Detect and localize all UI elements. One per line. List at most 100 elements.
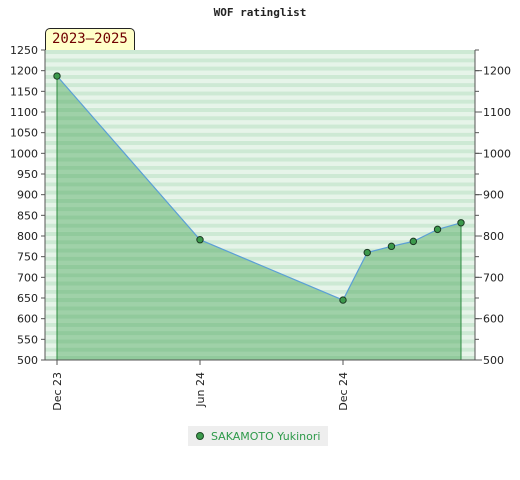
background-band [45, 62, 475, 67]
data-point-0 [53, 72, 61, 80]
series-area [57, 76, 461, 360]
background-band [45, 335, 475, 340]
background-band [45, 343, 475, 348]
background-band [45, 66, 475, 71]
data-point-5 [409, 237, 418, 246]
y-tick-label-left: 1050 [10, 127, 38, 140]
background-band [45, 273, 475, 278]
legend[interactable]: SAKAMOTO Yukinori [188, 426, 329, 446]
y-tick-label-left: 1000 [10, 147, 38, 160]
background-band [45, 207, 475, 212]
y-tick-label-right: 900 [483, 189, 504, 202]
background-band [45, 99, 475, 104]
background-band [45, 289, 475, 294]
background-band [45, 256, 475, 261]
background-band [45, 190, 475, 195]
background-band [45, 182, 475, 187]
background-band [45, 74, 475, 79]
x-tick-label: Jun 24 [194, 372, 207, 408]
background-band [45, 306, 475, 311]
y-tick-label-left: 1150 [10, 85, 38, 98]
background-band [45, 149, 475, 154]
background-band [45, 231, 475, 236]
y-tick-label-right: 1000 [483, 147, 511, 160]
background-band [45, 83, 475, 88]
background-band [45, 215, 475, 220]
background-band [45, 236, 475, 241]
background-band [45, 161, 475, 166]
y-tick-label-right: 1100 [483, 106, 511, 119]
background-band [45, 78, 475, 84]
background-band [45, 326, 475, 332]
y-tick-label-right: 800 [483, 230, 504, 243]
y-tick-label-left: 700 [17, 271, 38, 284]
background-band [45, 87, 475, 92]
background-band [45, 223, 475, 228]
background-band [45, 202, 475, 208]
background-band [45, 198, 475, 203]
background-band [45, 91, 475, 96]
background-band [45, 54, 475, 59]
background-band [45, 318, 475, 323]
chart-title: WOF ratinglist [213, 6, 307, 19]
legend-label: SAKAMOTO Yukinori [211, 429, 321, 443]
y-tick-label-left: 550 [17, 333, 38, 346]
y-tick-label-left: 1200 [10, 65, 38, 78]
y-tick-label-left: 900 [17, 189, 38, 202]
background-band [45, 194, 475, 199]
background-band [45, 157, 475, 162]
y-tick-label-right: 700 [483, 271, 504, 284]
background-band [45, 103, 475, 108]
data-point-6 [433, 225, 442, 234]
background-band [45, 132, 475, 137]
data-point-4 [387, 242, 396, 251]
background-band [45, 269, 475, 274]
y-tick-label-right: 1200 [483, 65, 511, 78]
y-tick-label-left: 500 [17, 354, 38, 367]
background-band [45, 281, 475, 286]
background-band [45, 355, 475, 360]
background-band [45, 136, 475, 141]
x-tick-label: Dec 23 [51, 372, 64, 411]
background-band [45, 285, 475, 290]
background-band [45, 107, 475, 112]
y-tick-label-left: 600 [17, 313, 38, 326]
data-point-3 [363, 248, 371, 257]
background-band [45, 248, 475, 253]
background-band [45, 128, 475, 133]
y-tick-label-left: 750 [17, 251, 38, 264]
background-band [45, 165, 475, 170]
background-band [45, 347, 475, 352]
background-band [45, 120, 475, 125]
background-band [45, 240, 475, 245]
y-tick-label-left: 1100 [10, 106, 38, 119]
background-band [45, 211, 475, 216]
period-badge: 2023–2025 [45, 28, 135, 50]
background-band [45, 331, 475, 336]
background-band [45, 178, 475, 183]
background-band [45, 95, 475, 100]
background-band [45, 153, 475, 158]
background-band [45, 293, 475, 298]
background-band [45, 314, 475, 319]
legend-marker-icon [196, 432, 204, 440]
background-band [45, 116, 475, 121]
background-band [45, 310, 475, 315]
y-tick-label-left: 800 [17, 230, 38, 243]
background-band [45, 140, 475, 146]
y-tick-label-left: 950 [17, 168, 38, 181]
y-tick-label-left: 650 [17, 292, 38, 305]
background-band [45, 277, 475, 282]
data-point-1 [196, 236, 204, 244]
background-band [45, 186, 475, 191]
y-tick-label-right: 500 [483, 354, 504, 367]
series-line [56, 75, 462, 301]
data-point-2 [339, 296, 347, 304]
background-band [45, 124, 475, 129]
background-band [45, 145, 475, 150]
y-tick-label-right: 600 [483, 313, 504, 326]
background-band [45, 252, 475, 257]
background-band [45, 244, 475, 249]
